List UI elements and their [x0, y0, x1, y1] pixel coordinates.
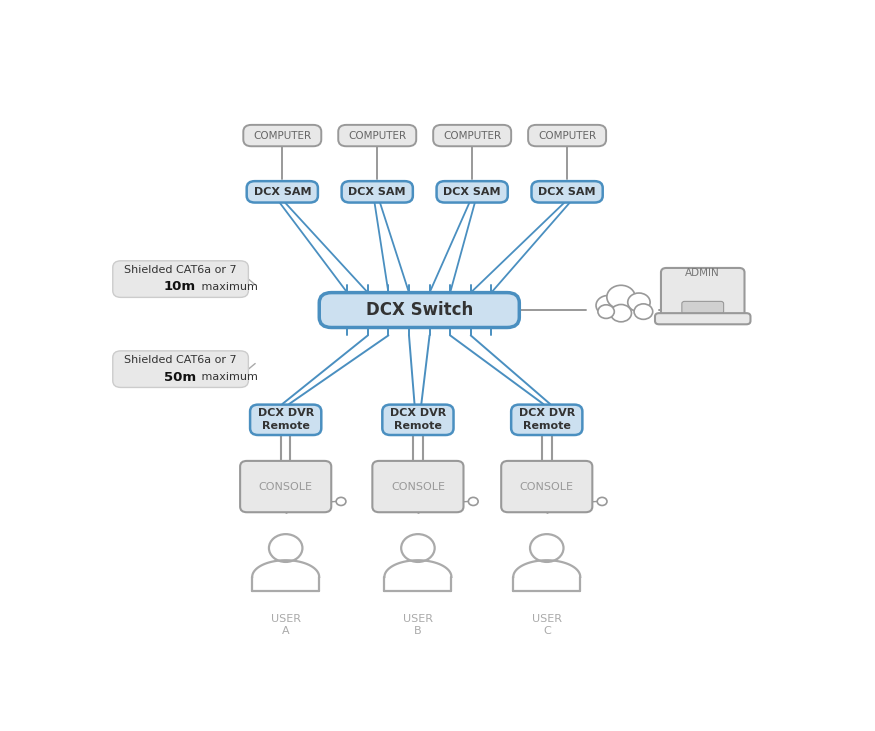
Text: CONSOLE: CONSOLE [520, 482, 574, 491]
Text: USER
A: USER A [270, 614, 301, 635]
FancyBboxPatch shape [682, 301, 724, 314]
FancyBboxPatch shape [373, 461, 464, 512]
Text: DCX SAM: DCX SAM [444, 187, 500, 197]
Circle shape [627, 293, 650, 311]
Circle shape [530, 534, 564, 562]
Text: USER
B: USER B [402, 614, 433, 635]
Text: COMPUTER: COMPUTER [348, 131, 406, 140]
Circle shape [598, 305, 614, 319]
Text: COMPUTER: COMPUTER [538, 131, 596, 140]
Circle shape [598, 497, 607, 505]
Text: Shielded CAT6a or 7: Shielded CAT6a or 7 [124, 355, 237, 366]
Circle shape [269, 534, 303, 562]
Text: 50m: 50m [164, 371, 196, 384]
FancyBboxPatch shape [341, 181, 413, 202]
Text: COMPUTER: COMPUTER [443, 131, 501, 140]
Circle shape [611, 305, 632, 322]
FancyBboxPatch shape [113, 351, 248, 387]
Circle shape [468, 497, 478, 505]
Text: maximum: maximum [198, 372, 257, 382]
Text: DCX SAM: DCX SAM [254, 187, 311, 197]
Circle shape [607, 285, 635, 308]
Text: CONSOLE: CONSOLE [259, 482, 312, 491]
FancyBboxPatch shape [511, 405, 583, 435]
Text: DCX DVR
Remote: DCX DVR Remote [519, 408, 575, 431]
FancyBboxPatch shape [250, 405, 321, 435]
Text: Shielded CAT6a or 7: Shielded CAT6a or 7 [124, 265, 237, 275]
FancyBboxPatch shape [437, 181, 508, 202]
Text: DCX DVR
Remote: DCX DVR Remote [257, 408, 314, 431]
Circle shape [401, 534, 435, 562]
FancyBboxPatch shape [339, 125, 416, 146]
Text: DCX DVR
Remote: DCX DVR Remote [389, 408, 446, 431]
FancyBboxPatch shape [531, 181, 603, 202]
FancyBboxPatch shape [113, 261, 248, 298]
FancyBboxPatch shape [501, 461, 592, 512]
FancyBboxPatch shape [433, 125, 511, 146]
FancyBboxPatch shape [661, 268, 745, 317]
FancyBboxPatch shape [528, 125, 606, 146]
FancyBboxPatch shape [243, 125, 321, 146]
FancyBboxPatch shape [319, 292, 519, 327]
Text: DCX Switch: DCX Switch [366, 301, 473, 319]
Text: CONSOLE: CONSOLE [391, 482, 444, 491]
FancyBboxPatch shape [247, 181, 318, 202]
Circle shape [336, 497, 346, 505]
Circle shape [634, 304, 653, 319]
Text: USER
C: USER C [532, 614, 562, 635]
Text: DCX SAM: DCX SAM [348, 187, 406, 197]
FancyBboxPatch shape [655, 313, 751, 325]
Text: maximum: maximum [198, 282, 257, 292]
Text: 10m: 10m [164, 281, 196, 293]
Text: ADMIN: ADMIN [685, 268, 720, 278]
Text: DCX SAM: DCX SAM [538, 187, 596, 197]
FancyBboxPatch shape [240, 461, 332, 512]
Circle shape [596, 295, 619, 315]
FancyBboxPatch shape [382, 405, 453, 435]
Text: COMPUTER: COMPUTER [253, 131, 312, 140]
